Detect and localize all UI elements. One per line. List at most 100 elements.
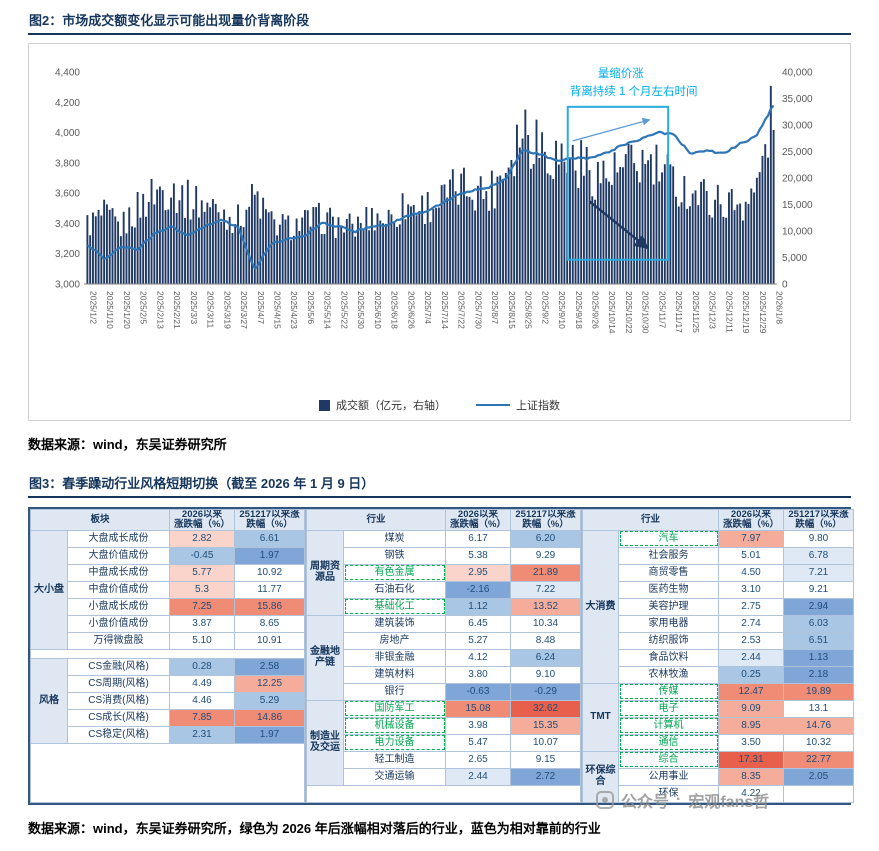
- divergence-box: [566, 105, 670, 261]
- column-header-category: 行业: [582, 509, 719, 531]
- name-cell: CS成长(风格): [67, 708, 170, 727]
- name-cell: 综合: [618, 750, 719, 769]
- name-cell: 大盘成长成份: [67, 529, 170, 548]
- report-page: 图2：市场成交额变化显示可能出现量价背离阶段 3,000 3,200 3,400 3,…: [28, 10, 854, 837]
- table-row: 美容护理 2.75 2.94: [583, 597, 854, 616]
- table-row: 农林牧渔 0.25 2.18: [583, 665, 854, 684]
- value-cell-2026: 2.95: [445, 563, 511, 582]
- table-row: 轻工制造 2.65 9.15: [307, 750, 581, 769]
- name-cell: 社会服务: [618, 546, 719, 565]
- x-axis-tick: 2025/11/17: [674, 291, 684, 333]
- fig3-title: 图3：春季躁动行业风格短期切换（截至 2026 年 1 月 9 日）: [28, 473, 851, 498]
- name-cell: 建筑材料: [343, 665, 446, 684]
- name-cell: 通信: [618, 733, 719, 752]
- table-row: 金融地产链 建筑装饰 6.45 10.34: [306, 614, 581, 701]
- table-row: 机械设备 3.98 15.35: [307, 716, 581, 735]
- table-row: 周期资源品 煤炭 6.17 6.20: [306, 529, 581, 616]
- table-row: 非银金融 4.12 6.24: [307, 648, 581, 667]
- table-row: 万得微盘股 5.10 10.91: [31, 631, 305, 650]
- x-axis-tick: 2025/5/30: [356, 291, 366, 329]
- group-label-cell: 大消费: [582, 529, 619, 684]
- fig2-chart: 3,000 3,200 3,400 3,600 3,800 4,000 4,200 4,400…: [55, 66, 813, 334]
- value-cell-2026: 2.53: [718, 631, 784, 650]
- value-cell-2026: 3.87: [169, 614, 235, 633]
- x-axis-tick: 2025/4/15: [273, 291, 283, 329]
- x-axis-tick: 2025/1/20: [122, 291, 132, 329]
- x-axis-tick: 2025/1/10: [105, 291, 115, 329]
- value-cell-2026: 2.75: [718, 597, 784, 616]
- table-row: 大盘价值成份 -0.45 1.97: [31, 546, 305, 565]
- column-header-251217: 251217以来涨 跌幅（%）: [783, 509, 854, 531]
- name-cell: 小盘成长成份: [67, 597, 170, 616]
- right-axis-tick: 5,000: [782, 253, 807, 264]
- x-axis-tick: 2025/12/29: [758, 291, 768, 334]
- name-cell: 中盘成长成份: [67, 563, 170, 582]
- index-line: [86, 104, 775, 270]
- value-cell-251217: -0.29: [510, 682, 581, 701]
- table-row: 建筑材料 3.80 9.10: [307, 665, 581, 684]
- value-cell-2026: 4.22: [718, 784, 784, 803]
- fig3-section-1: 行业 2026以来 涨跌幅（%） 251217以来涨 跌幅（%） 周期资源品 煤炭 6.1…: [306, 509, 582, 803]
- watermark-name: 宏观fans哲: [688, 794, 770, 811]
- name-cell: CS稳定(风格): [67, 725, 170, 744]
- table-row: 石油石化 -2.16 7.22: [307, 580, 581, 599]
- name-cell: 电子: [618, 699, 719, 718]
- annotation-volume-shrink: 量缩价涨: [598, 66, 644, 80]
- down-arrow: [588, 200, 650, 250]
- x-axis-tick: 2025/5/22: [339, 291, 349, 329]
- x-axis-tick: 2025/9/26: [591, 291, 601, 329]
- value-cell-251217: 15.86: [234, 597, 305, 616]
- left-axis-tick: 3,000: [55, 280, 80, 291]
- left-axis-tick: 3,800: [55, 158, 80, 169]
- value-cell-251217: 21.89: [510, 563, 581, 582]
- value-cell-251217: 13.1: [783, 699, 854, 718]
- value-cell-2026: 7.85: [169, 708, 235, 727]
- value-cell-2026: 2.82: [169, 529, 235, 548]
- table-row: 中盘成长成份 5.77 10.92: [31, 563, 305, 582]
- name-cell: 纺织服饰: [618, 631, 719, 650]
- fig3-section-2: 行业 2026以来 涨跌幅（%） 251217以来涨 跌幅（%） 大消费 汽车 7.97 9…: [582, 509, 854, 803]
- legend-volume-label: 成交额（亿元，右轴）: [336, 400, 446, 412]
- right-axis-tick: 30,000: [782, 121, 813, 132]
- value-cell-251217: 5.29: [234, 691, 305, 710]
- value-cell-2026: 6.45: [445, 614, 511, 633]
- right-axis-tick: 25,000: [782, 147, 813, 158]
- column-header-251217: 251217以来涨 跌幅（%）: [510, 509, 581, 531]
- fig3-section-0: 板块 2026以来 涨跌幅（%） 251217以来涨 跌幅（%） 大小盘 大盘成长成份 2…: [30, 509, 306, 803]
- name-cell: CS周期(风格): [67, 674, 170, 693]
- x-axis-tick: 2025/8/15: [507, 291, 517, 329]
- table-row: CS周期(风格) 4.49 12.25: [31, 674, 305, 693]
- value-cell-251217: 13.52: [510, 597, 581, 616]
- name-cell: 美容护理: [618, 597, 719, 616]
- legend-index-label: 上证指数: [516, 400, 560, 412]
- value-cell-251217: 6.78: [783, 546, 854, 565]
- value-cell-2026: 2.31: [169, 725, 235, 744]
- table-row: 大消费 汽车 7.97 9.80: [582, 529, 854, 684]
- table-row: 医药生物 3.10 9.21: [583, 580, 854, 599]
- table-row: 社会服务 5.01 6.78: [583, 546, 854, 565]
- value-cell-2026: 3.10: [718, 580, 784, 599]
- value-cell-2026: 5.77: [169, 563, 235, 582]
- x-axis-tick: 2025/3/3: [189, 291, 199, 324]
- right-axis-tick: 20,000: [782, 174, 813, 185]
- table-row: 通信 3.50 10.32: [583, 733, 854, 752]
- name-cell: 基础化工: [343, 597, 446, 616]
- value-cell-2026: 5.01: [718, 546, 784, 565]
- x-axis-tick: 2025/7/4: [423, 291, 433, 324]
- x-axis-tick: 2025/3/19: [222, 291, 232, 329]
- fig3-table: 板块 2026以来 涨跌幅（%） 251217以来涨 跌幅（%） 大小盘 大盘成长成份 2…: [28, 507, 854, 805]
- x-axis-tick: 2025/4/7: [256, 291, 266, 324]
- name-cell: 国防军工: [343, 699, 446, 718]
- x-axis-tick: 2025/1/2: [88, 291, 98, 324]
- table-row: 制造业及交运 国防军工 15.08 32.62: [306, 699, 581, 786]
- table-header-row: 行业 2026以来 涨跌幅（%） 251217以来涨 跌幅（%）: [306, 509, 581, 531]
- column-header-251217: 251217以来涨 跌幅（%）: [234, 509, 305, 531]
- x-axis-tick: 2025/6/18: [390, 291, 400, 329]
- legend-item-index: 上证指数: [476, 397, 560, 413]
- name-cell: 轻工制造: [343, 750, 446, 769]
- fig3-note: 数据来源：wind，东吴证券研究所，绿色为 2026 年后涨幅相对落后的行业，蓝…: [28, 820, 601, 836]
- x-axis-tick: 2025/9/2: [540, 291, 550, 324]
- value-cell-2026: 12.47: [718, 682, 784, 701]
- x-axis-tick: 2025/4/23: [289, 291, 299, 329]
- x-axis-tick: 2025/5/14: [323, 291, 333, 329]
